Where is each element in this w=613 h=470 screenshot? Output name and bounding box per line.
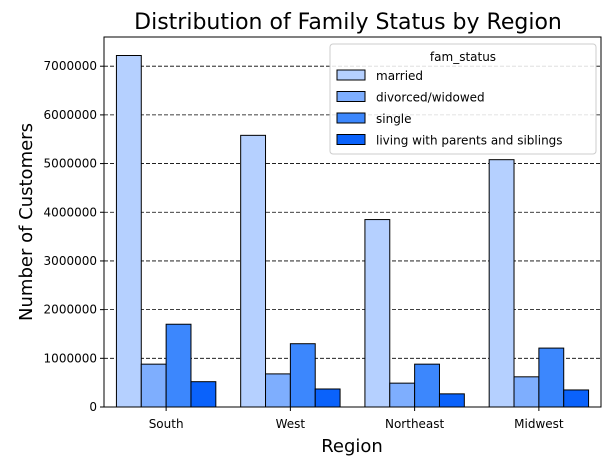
bar	[513, 376, 540, 408]
x-axis: South West Northeast Midwest	[149, 407, 564, 431]
bar	[314, 388, 341, 408]
bar	[140, 363, 167, 408]
bars	[115, 55, 590, 408]
bar	[165, 323, 192, 408]
legend-frame	[329, 43, 597, 155]
bar	[190, 381, 217, 408]
bar	[289, 343, 316, 408]
legend: fam_status married divorced/widowed single…	[329, 43, 597, 155]
legend-swatch	[336, 134, 366, 145]
bar	[240, 134, 267, 408]
y-tick-label: 1000000	[44, 351, 97, 365]
x-tick-label: Northeast	[385, 417, 445, 431]
y-tick-label: 3000000	[44, 254, 97, 268]
legend-swatch	[336, 112, 366, 124]
bar	[488, 159, 515, 408]
y-tick-label: 5000000	[44, 157, 97, 171]
y-tick-label: 6000000	[44, 108, 97, 122]
legend-label: divorced/widowed	[376, 91, 485, 105]
x-tick-label: West	[276, 417, 306, 431]
y-axis-label: Number of Customers	[16, 123, 37, 321]
x-tick-label: South	[149, 417, 184, 431]
y-tick-label: 0	[89, 400, 97, 414]
legend-label: single	[376, 112, 412, 126]
chart-title: Distribution of Family Status by Region	[134, 10, 562, 35]
plot-area-frame	[103, 36, 602, 408]
bar	[265, 373, 291, 408]
y-tick-label: 7000000	[44, 59, 97, 73]
legend-title: fam_status	[430, 50, 496, 64]
bar	[364, 219, 391, 408]
y-tick-label: 2000000	[44, 303, 97, 317]
x-axis-label: Region	[321, 436, 383, 457]
legend-items: married divorced/widowed single living with…	[336, 69, 563, 148]
legend-label: living with parents and siblings	[376, 134, 563, 148]
y-tick-label: 4000000	[44, 205, 97, 219]
bar	[538, 347, 565, 408]
bar	[414, 363, 440, 408]
legend-swatch	[336, 69, 366, 81]
x-tick-label: Midwest	[514, 417, 564, 431]
y-axis: 0 1000000 2000000 3000000 4000000 5000000 6000…	[44, 59, 104, 414]
legend-label: married	[376, 69, 423, 83]
bar	[389, 382, 416, 408]
bar	[115, 55, 142, 408]
bar	[438, 393, 465, 408]
legend-swatch	[336, 91, 366, 102]
bar	[563, 389, 590, 408]
